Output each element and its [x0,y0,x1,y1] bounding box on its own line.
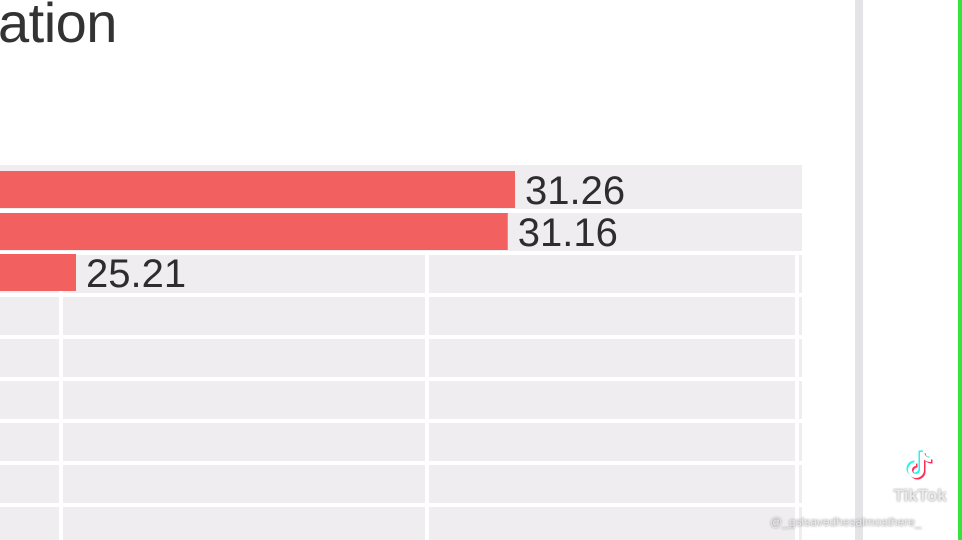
tiktok-watermark: TikTok [880,446,960,506]
data-label-1: 31.26 [525,169,625,213]
bar-1 [0,171,515,208]
side-panel [863,0,958,540]
green-edge-border [958,0,962,540]
chart-title: ation [0,0,117,54]
data-label-2: 31.16 [518,211,618,255]
bar-2 [0,213,508,250]
watermark-brand-text: TikTok [893,486,947,505]
data-label-3: 25.21 [86,252,186,296]
panel-divider [855,0,863,540]
bar-3 [0,254,76,291]
watermark-username: @_gslsavedhesalmosthere_ [770,515,922,529]
tiktok-logo-icon [906,450,933,480]
